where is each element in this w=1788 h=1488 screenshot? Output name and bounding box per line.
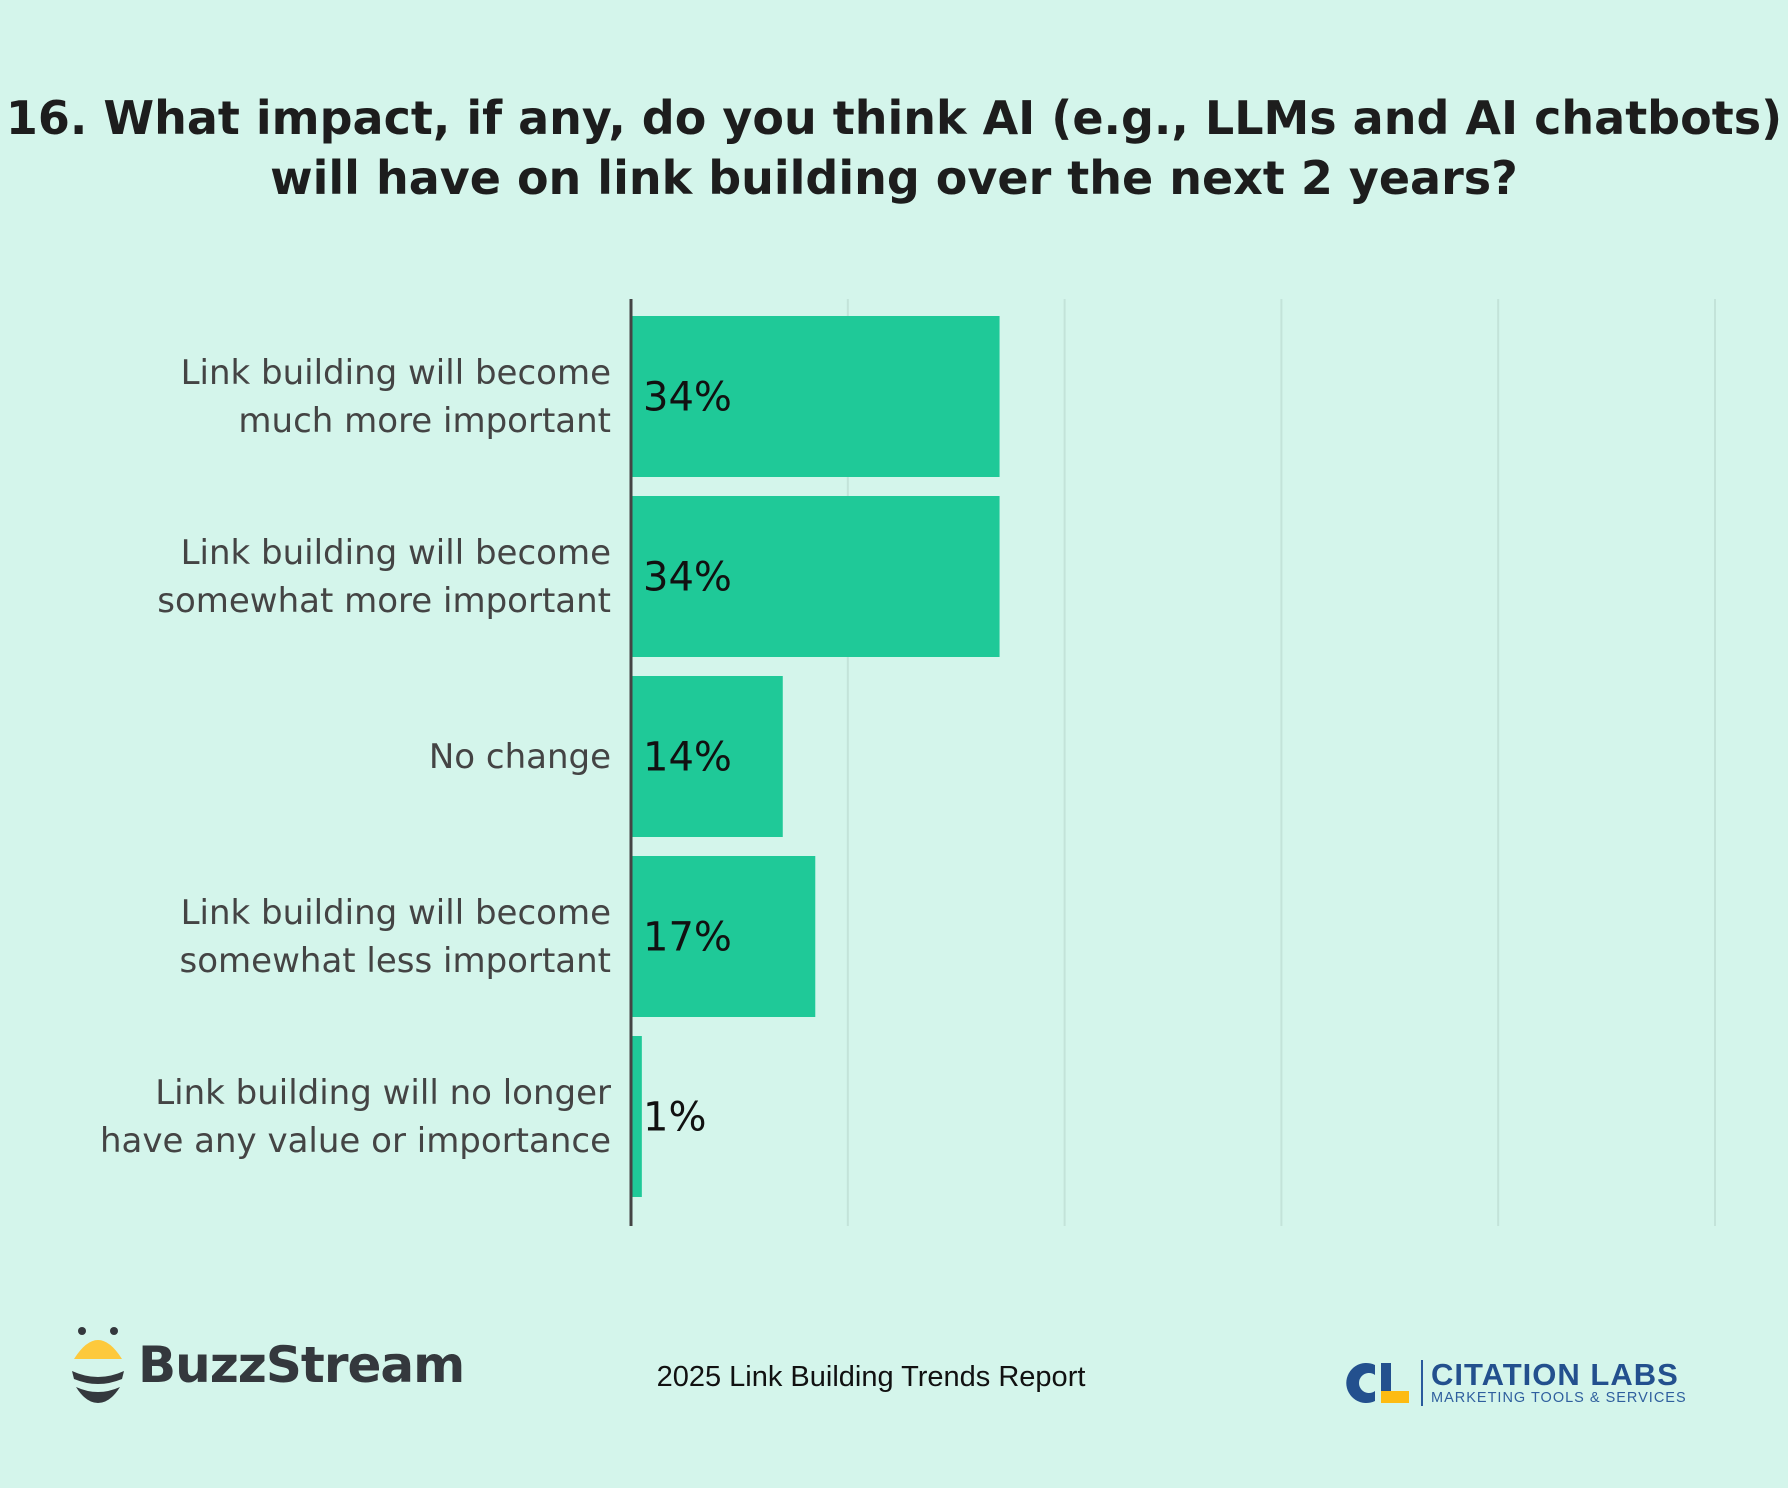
bar <box>631 496 1000 657</box>
category-label-line: much more important <box>238 400 611 441</box>
category-label-line: Link building will become <box>180 892 611 933</box>
category-label-line: Link building will become <box>180 532 611 573</box>
category-label: No change <box>11 733 611 781</box>
data-label: 1% <box>643 1095 706 1141</box>
bar <box>631 1036 642 1197</box>
bar <box>631 676 783 837</box>
citation-labs-name: CITATION LABS <box>1431 1357 1679 1392</box>
category-label-line: No change <box>428 736 611 777</box>
buzzstream-wordmark: BuzzStream <box>138 1336 465 1394</box>
citation-labs-tagline: MARKETING TOOLS & SERVICES <box>1431 1390 1687 1406</box>
data-label: 34% <box>643 375 732 421</box>
bar <box>631 316 1000 477</box>
bee-icon <box>72 1327 124 1403</box>
category-label-line: have any value or importance <box>99 1120 611 1161</box>
category-label-line: somewhat less important <box>179 940 611 981</box>
category-label: Link building will become somewhat more i… <box>11 529 611 625</box>
buzzstream-logo: BuzzStream <box>70 1325 465 1405</box>
data-label: 14% <box>643 735 732 781</box>
cl-monogram-icon <box>1346 1363 1409 1403</box>
bar <box>631 856 816 1017</box>
category-label: Link building will no longer have any val… <box>11 1069 611 1165</box>
bar-chart: 34% 34% 14% 17% 1% <box>629 299 1716 1226</box>
data-label: 34% <box>643 555 732 601</box>
report-name: 2025 Link Building Trends Report <box>656 1361 1086 1393</box>
category-label: Link building will become much more impor… <box>11 349 611 445</box>
chart-title: 16. What impact, if any, do you think AI… <box>5 91 1783 205</box>
data-label: 17% <box>643 915 732 961</box>
category-label-line: Link building will no longer <box>155 1072 611 1113</box>
category-label: Link building will become somewhat less i… <box>11 889 611 985</box>
citation-labs-logo: CITATION LABS MARKETING TOOLS & SERVICES <box>1345 1357 1687 1406</box>
category-label-line: Link building will become <box>180 352 611 393</box>
category-label-line: somewhat more important <box>157 580 611 621</box>
